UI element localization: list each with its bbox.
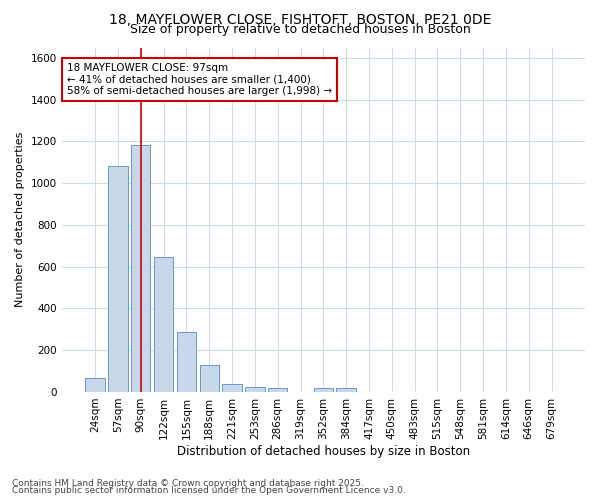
Bar — [245, 386, 265, 392]
Text: Contains HM Land Registry data © Crown copyright and database right 2025.: Contains HM Land Registry data © Crown c… — [12, 478, 364, 488]
Bar — [314, 388, 333, 392]
Bar — [337, 388, 356, 392]
X-axis label: Distribution of detached houses by size in Boston: Distribution of detached houses by size … — [177, 444, 470, 458]
Bar — [108, 166, 128, 392]
Text: Size of property relative to detached houses in Boston: Size of property relative to detached ho… — [130, 22, 470, 36]
Y-axis label: Number of detached properties: Number of detached properties — [15, 132, 25, 308]
Bar — [154, 258, 173, 392]
Bar — [223, 384, 242, 392]
Bar — [85, 378, 105, 392]
Bar — [200, 365, 219, 392]
Bar — [131, 144, 151, 392]
Text: 18, MAYFLOWER CLOSE, FISHTOFT, BOSTON, PE21 0DE: 18, MAYFLOWER CLOSE, FISHTOFT, BOSTON, P… — [109, 12, 491, 26]
Bar — [177, 332, 196, 392]
Text: Contains public sector information licensed under the Open Government Licence v3: Contains public sector information licen… — [12, 486, 406, 495]
Bar — [268, 388, 287, 392]
Text: 18 MAYFLOWER CLOSE: 97sqm
← 41% of detached houses are smaller (1,400)
58% of se: 18 MAYFLOWER CLOSE: 97sqm ← 41% of detac… — [67, 63, 332, 96]
